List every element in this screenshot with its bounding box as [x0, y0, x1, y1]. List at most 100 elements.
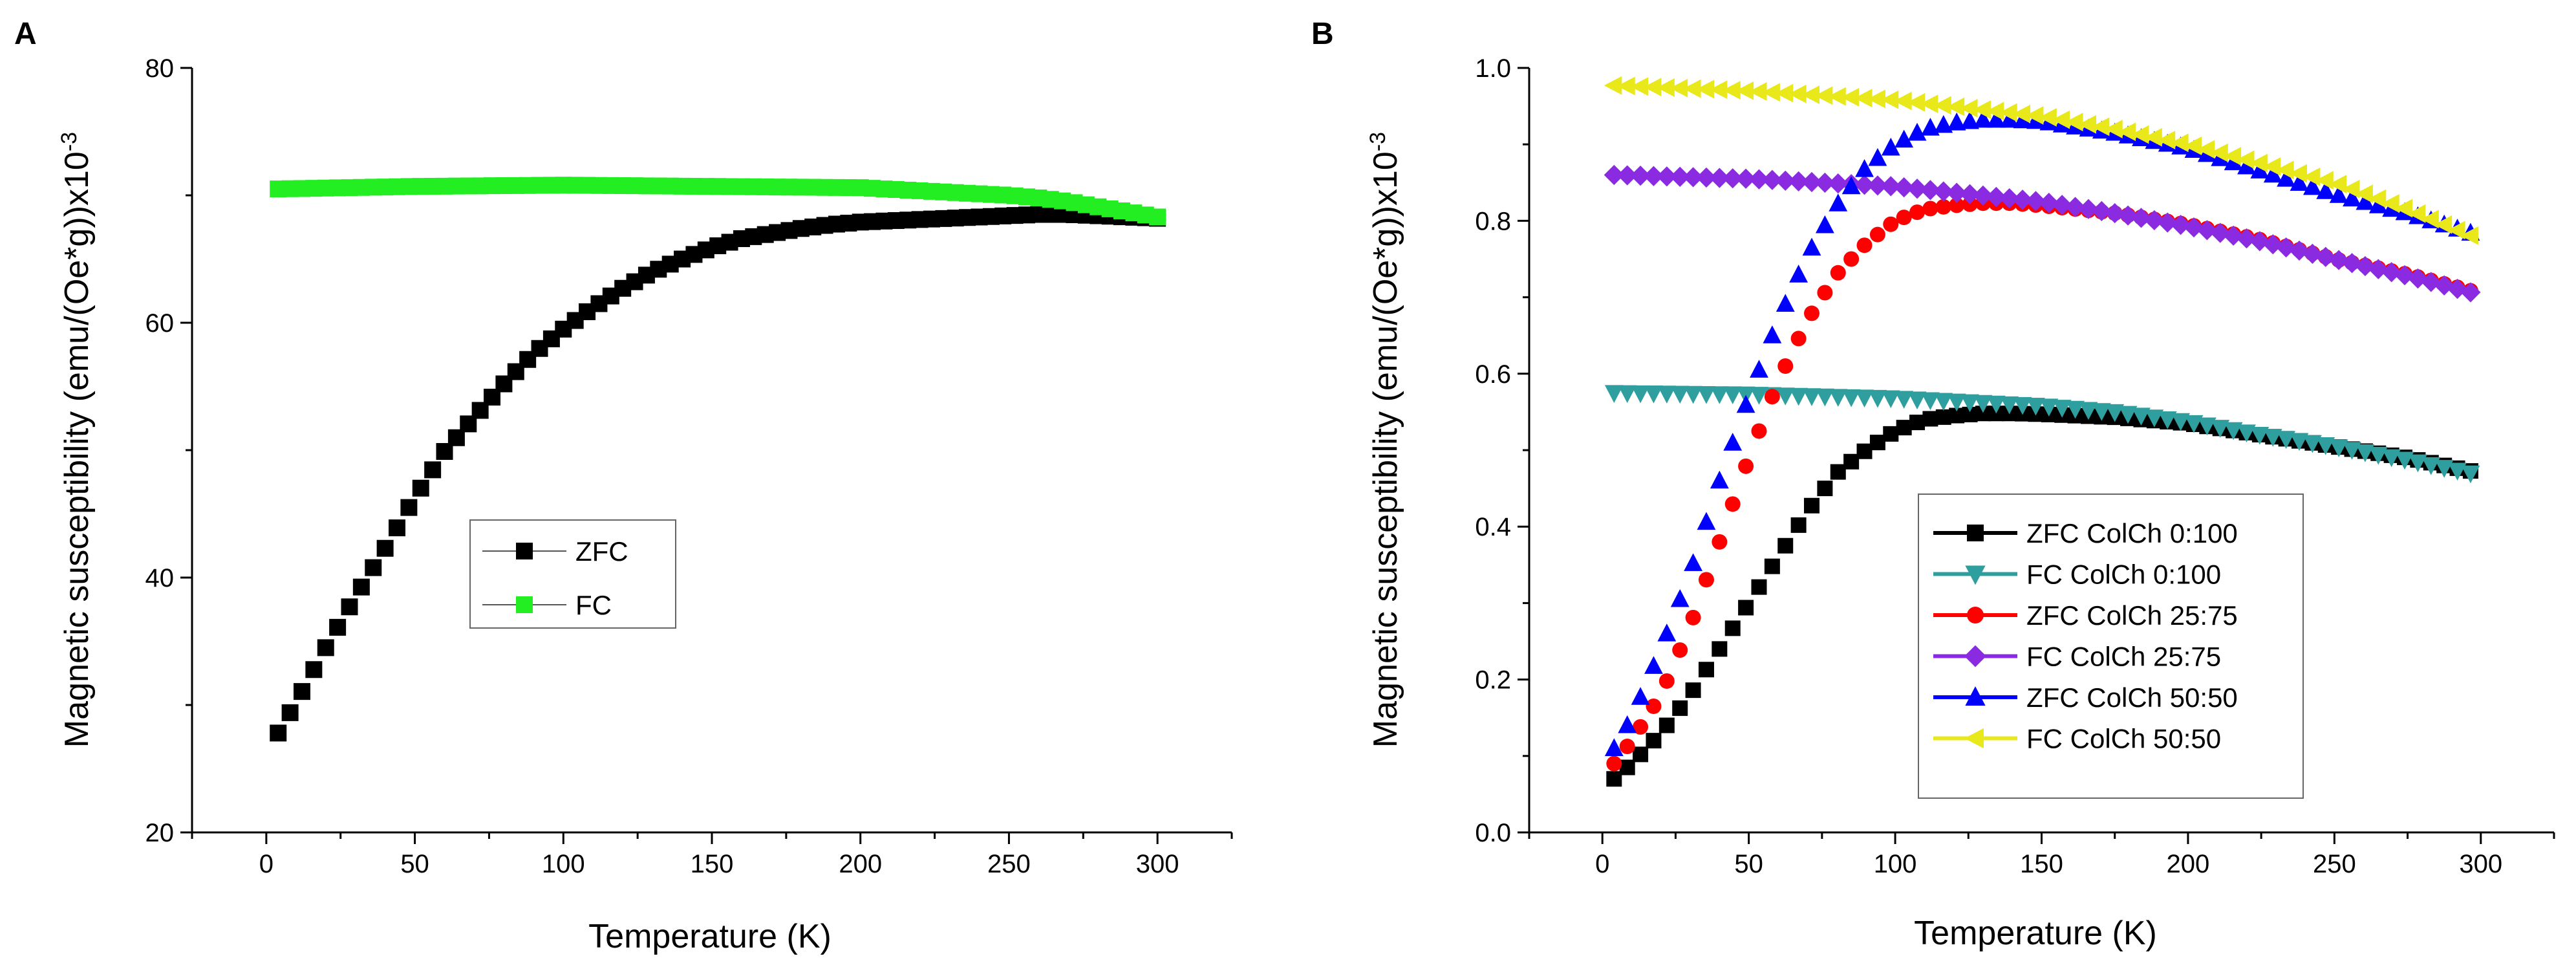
data-point	[2289, 164, 2308, 183]
data-point	[2237, 156, 2256, 175]
data-point	[1817, 481, 1833, 497]
data-point	[2052, 195, 2072, 215]
panel-a-series	[270, 177, 1166, 742]
data-point	[1736, 395, 1755, 413]
data-point	[2025, 106, 2044, 125]
data-point	[2395, 451, 2414, 470]
data-point	[1801, 171, 1822, 193]
data-point	[1828, 87, 1846, 106]
data-point	[1149, 208, 1166, 226]
panel-b-y-tick-label: 0.6	[1475, 360, 1511, 389]
data-point	[2434, 460, 2454, 478]
data-point	[2355, 255, 2376, 277]
panel-b-legend-item: FC ColCh 25:75	[1933, 642, 2221, 672]
data-point	[1828, 173, 1849, 194]
data-point	[281, 704, 299, 721]
data-point	[2210, 143, 2228, 162]
panel-a-x-tick-label: 250	[987, 850, 1031, 878]
data-point	[2448, 462, 2467, 481]
panel-a-x-tick-label: 100	[542, 850, 585, 878]
panel-b-series-1	[1604, 385, 2480, 484]
panel-b-y-tick-label: 0.2	[1475, 666, 1511, 695]
data-point	[2421, 210, 2439, 229]
panel-a-y-tick-label: 40	[145, 564, 175, 592]
data-point	[1986, 102, 2004, 121]
data-point	[1606, 755, 1622, 772]
data-point	[1712, 641, 1728, 657]
panel-a-series-1	[270, 177, 1166, 226]
data-point	[1724, 620, 1741, 636]
panel-b-legend-item: ZFC ColCh 0:100	[1933, 518, 2238, 548]
data-point	[2341, 253, 2363, 274]
panel-a-x-tick-label: 300	[1136, 850, 1179, 878]
data-point	[1789, 387, 1809, 406]
data-point	[1830, 265, 1846, 281]
panel-b-series-3	[1604, 164, 2481, 303]
data-point	[2210, 222, 2231, 243]
panel-a-label: A	[14, 17, 37, 51]
data-point	[2407, 204, 2426, 223]
data-point	[1696, 167, 1717, 188]
data-point	[2132, 407, 2151, 426]
data-point	[2078, 114, 2096, 134]
data-point	[424, 461, 442, 479]
data-point	[1738, 600, 1754, 616]
data-point	[1617, 165, 1638, 186]
data-point	[1868, 147, 1887, 166]
data-point	[1669, 78, 1688, 98]
data-point	[1683, 79, 1701, 98]
data-point	[293, 683, 310, 700]
data-point	[1644, 656, 1663, 674]
data-point	[1604, 164, 1624, 186]
data-point	[1959, 98, 1978, 118]
data-point	[2144, 127, 2162, 147]
data-point	[2091, 201, 2112, 221]
panel-a-y-axis-exponent: -3	[57, 132, 81, 151]
data-point	[329, 618, 347, 636]
data-point	[1657, 385, 1677, 404]
data-point	[2328, 175, 2347, 194]
data-point	[1868, 389, 1887, 408]
data-point	[2302, 435, 2322, 453]
data-point	[2355, 184, 2373, 204]
data-point	[2039, 108, 2057, 127]
data-point	[1999, 103, 2017, 122]
data-point	[1604, 76, 1622, 95]
panel-b-x-tick-label: 200	[2167, 850, 2210, 878]
data-point	[2328, 250, 2349, 270]
data-point	[2447, 221, 2465, 240]
data-point	[1817, 285, 1833, 301]
data-point	[1869, 435, 1885, 451]
data-point	[1883, 216, 1899, 232]
data-point	[1843, 453, 1860, 470]
panel-b-y-axis-exponent: -3	[1366, 132, 1390, 151]
data-point	[2368, 189, 2387, 208]
data-point	[1750, 360, 1768, 378]
data-point	[1907, 179, 1927, 199]
panel-b-y-tick-label: 0.4	[1475, 513, 1511, 541]
data-point	[2290, 433, 2309, 451]
data-point	[2382, 449, 2401, 468]
panel-b-series	[1604, 76, 2481, 787]
panel-a-x-tick-label: 0	[259, 850, 274, 878]
data-point	[1657, 78, 1675, 97]
data-point	[2000, 109, 2019, 128]
panel-a-x-tick-label: 150	[691, 850, 734, 878]
data-point	[1764, 389, 1780, 405]
data-point	[1829, 193, 1848, 211]
data-point	[2381, 194, 2399, 213]
data-point	[389, 519, 406, 537]
data-point	[1856, 443, 1873, 459]
data-point	[1935, 409, 1951, 425]
legend-label: FC	[575, 590, 612, 620]
data-point	[2460, 226, 2478, 245]
data-point	[1881, 390, 1900, 409]
data-point	[1751, 579, 1767, 595]
data-point	[2421, 457, 2441, 475]
data-point	[1646, 733, 1662, 749]
data-point	[2211, 420, 2230, 438]
data-point	[1777, 358, 1794, 374]
data-point	[1789, 265, 1809, 283]
data-point	[305, 661, 323, 678]
data-point	[1698, 662, 1714, 678]
